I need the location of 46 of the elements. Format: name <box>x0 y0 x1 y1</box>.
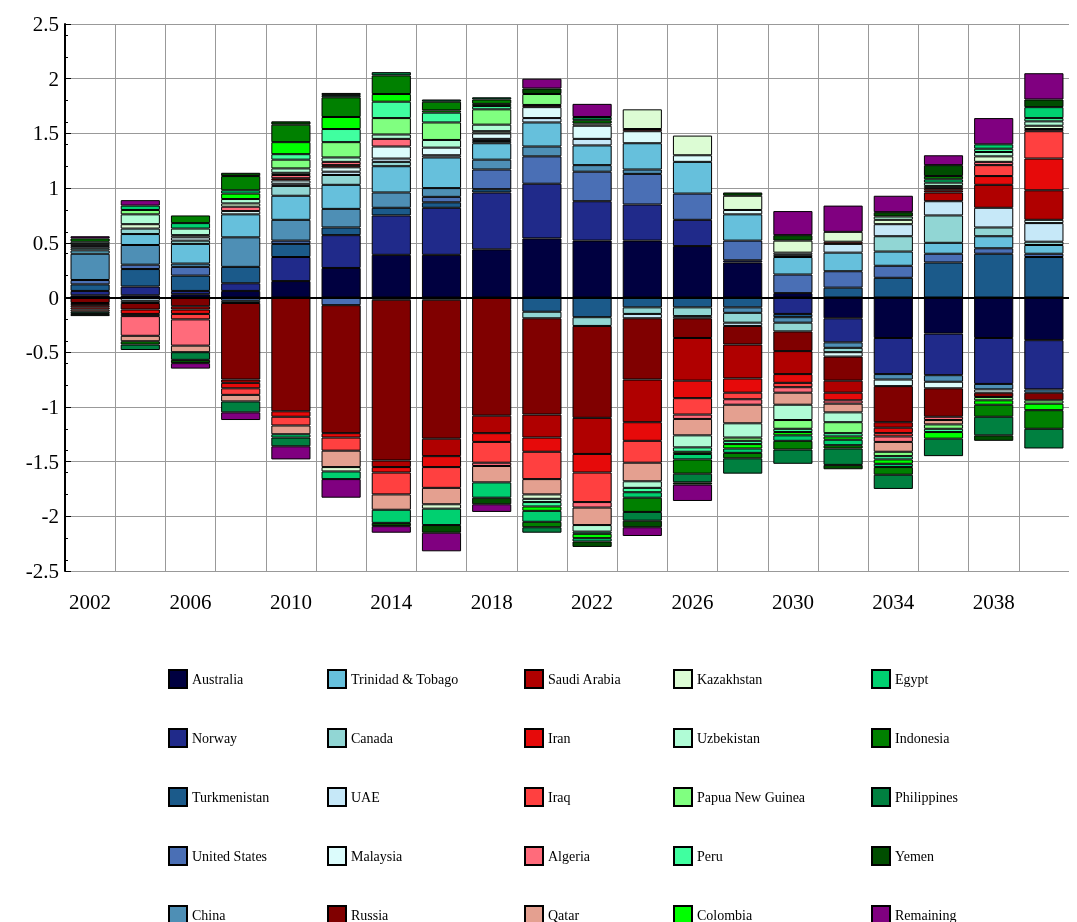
x-tick-label: 2006 <box>169 589 212 614</box>
legend-label: Malaysia <box>351 848 404 864</box>
x-tick-label: 2002 <box>69 589 112 614</box>
legend-label: Remaining <box>895 907 957 922</box>
y-tick-label: -0.5 <box>25 340 59 365</box>
legend-label: Peru <box>697 848 723 864</box>
legend-label: Iran <box>548 730 571 746</box>
x-tick-label: 2034 <box>872 589 915 614</box>
y-tick-label: -2 <box>41 504 59 529</box>
legend-label: Indonesia <box>895 730 951 746</box>
legend-label: Uzbekistan <box>697 730 760 746</box>
legend-label: Algeria <box>548 848 591 864</box>
y-tick-label: 2.5 <box>32 12 59 36</box>
legend-label: Yemen <box>895 848 935 864</box>
legend-label: Russia <box>351 907 390 922</box>
y-tick-label: 0.5 <box>32 230 59 255</box>
y-tick-label: -1.5 <box>25 449 59 474</box>
y-tick-label: -2.5 <box>25 559 59 583</box>
y-tick-label: -1 <box>41 394 59 419</box>
legend-label: Turkmenistan <box>192 789 270 805</box>
legend-label: Australia <box>192 671 245 687</box>
legend-label: Philippines <box>895 789 959 805</box>
y-tick-label: 1 <box>48 176 59 201</box>
x-tick-label: 2022 <box>571 589 614 614</box>
legend-label: Qatar <box>548 907 580 922</box>
x-tick-label: 2026 <box>671 589 714 614</box>
y-tick-label: 0 <box>48 285 59 310</box>
legend-label: Canada <box>351 730 394 746</box>
legend-label: Trinidad & Tobago <box>351 671 459 687</box>
x-tick-label: 2014 <box>370 589 413 614</box>
y-tick-label: 2 <box>48 66 59 91</box>
x-tick-label: 2018 <box>470 589 513 614</box>
legend-label: Iraq <box>548 789 571 805</box>
legend-label: Egypt <box>895 671 929 687</box>
legend-label: Kazakhstan <box>697 671 763 687</box>
y-tick-label: 1.5 <box>32 121 59 146</box>
legend-label: UAE <box>351 789 380 805</box>
legend-label: China <box>192 907 227 922</box>
x-tick-label: 2030 <box>771 589 814 614</box>
legend-label: Papua New Guinea <box>697 789 806 805</box>
legend-label: Colombia <box>697 907 754 922</box>
x-tick-label: 2010 <box>269 589 312 614</box>
legend-label: Saudi Arabia <box>548 671 622 687</box>
legend-label: United States <box>192 848 268 864</box>
x-tick-label: 2038 <box>972 589 1015 614</box>
legend-label: Norway <box>192 730 238 746</box>
